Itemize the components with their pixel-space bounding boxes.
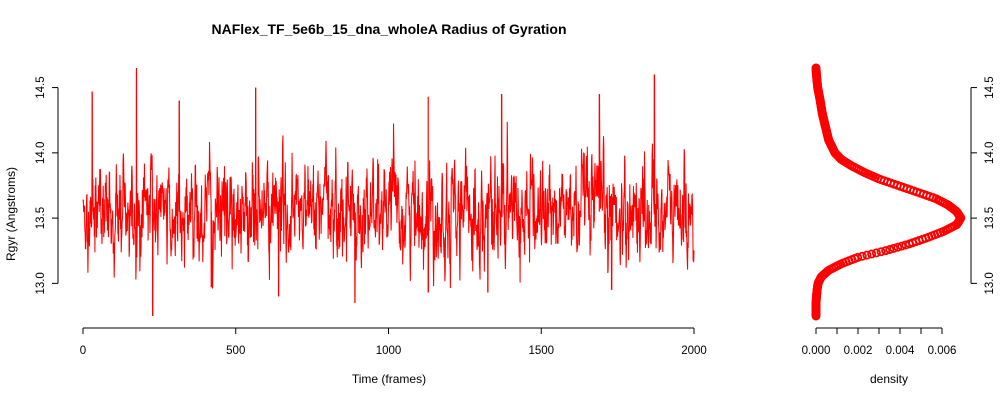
timeseries-peaks: [91, 68, 655, 212]
density-x-tick-label: 0.002: [844, 345, 873, 357]
density-point: [893, 242, 903, 252]
y-axis-label: Rgyr (Angstroms): [4, 167, 18, 261]
x-tick-label: 1500: [528, 345, 554, 357]
density-point: [857, 251, 867, 261]
density-curve: [811, 63, 966, 321]
density-point: [867, 249, 877, 259]
density-y-tick-label: 14.5: [984, 76, 996, 98]
density-y-axis: 13.0 13.5 14.0 14.5: [970, 76, 996, 295]
density-point: [862, 250, 872, 260]
y-tick-label: 13.0: [35, 272, 47, 294]
density-x-tick-label: 0.006: [928, 345, 957, 357]
timeseries-troughs: [152, 211, 613, 316]
x-axis: 0 500 1000 1500 2000: [80, 327, 707, 357]
rgyr-series-line: [82, 67, 695, 317]
density-point: [871, 248, 881, 258]
x-tick-label: 2000: [681, 345, 707, 357]
x-axis-label: Time (frames): [352, 372, 426, 386]
x-tick-label: 1000: [376, 345, 402, 357]
density-x-tick-label: 0.000: [802, 345, 831, 357]
density-panel: 0.000 0.002 0.004 0.006 13.0 13.5 14.0 14.5 de…: [802, 63, 996, 386]
y-tick-label: 13.5: [35, 207, 47, 229]
density-x-tick-label: 0.004: [886, 345, 915, 357]
y-axis: 13.0 13.5 14.0 14.5: [35, 76, 59, 295]
density-point: [889, 243, 899, 253]
y-tick-label: 14.5: [35, 76, 47, 98]
density-point: [885, 244, 895, 254]
timeseries-line: [82, 67, 695, 317]
density-point: [853, 252, 863, 262]
y-tick-label: 14.0: [35, 142, 47, 164]
density-x-axis-label: density: [870, 372, 908, 386]
x-tick-label: 500: [226, 345, 245, 357]
density-y-tick-label: 13.0: [984, 272, 996, 294]
density-point: [881, 246, 891, 256]
density-point: [876, 247, 886, 257]
x-tick-label: 0: [80, 345, 86, 357]
density-y-tick-label: 13.5: [984, 207, 996, 229]
density-x-axis: 0.000 0.002 0.004 0.006: [802, 327, 957, 357]
chart-title: NAFlex_TF_5e6b_15_dna_wholeA Radius of G…: [211, 21, 566, 37]
timeseries-panel: 0 500 1000 1500 2000 13.0 13.5 14.0 14.5 Time (…: [4, 67, 707, 386]
density-point: [811, 63, 821, 73]
density-y-tick-label: 14.0: [984, 142, 996, 164]
density-point: [897, 241, 907, 251]
